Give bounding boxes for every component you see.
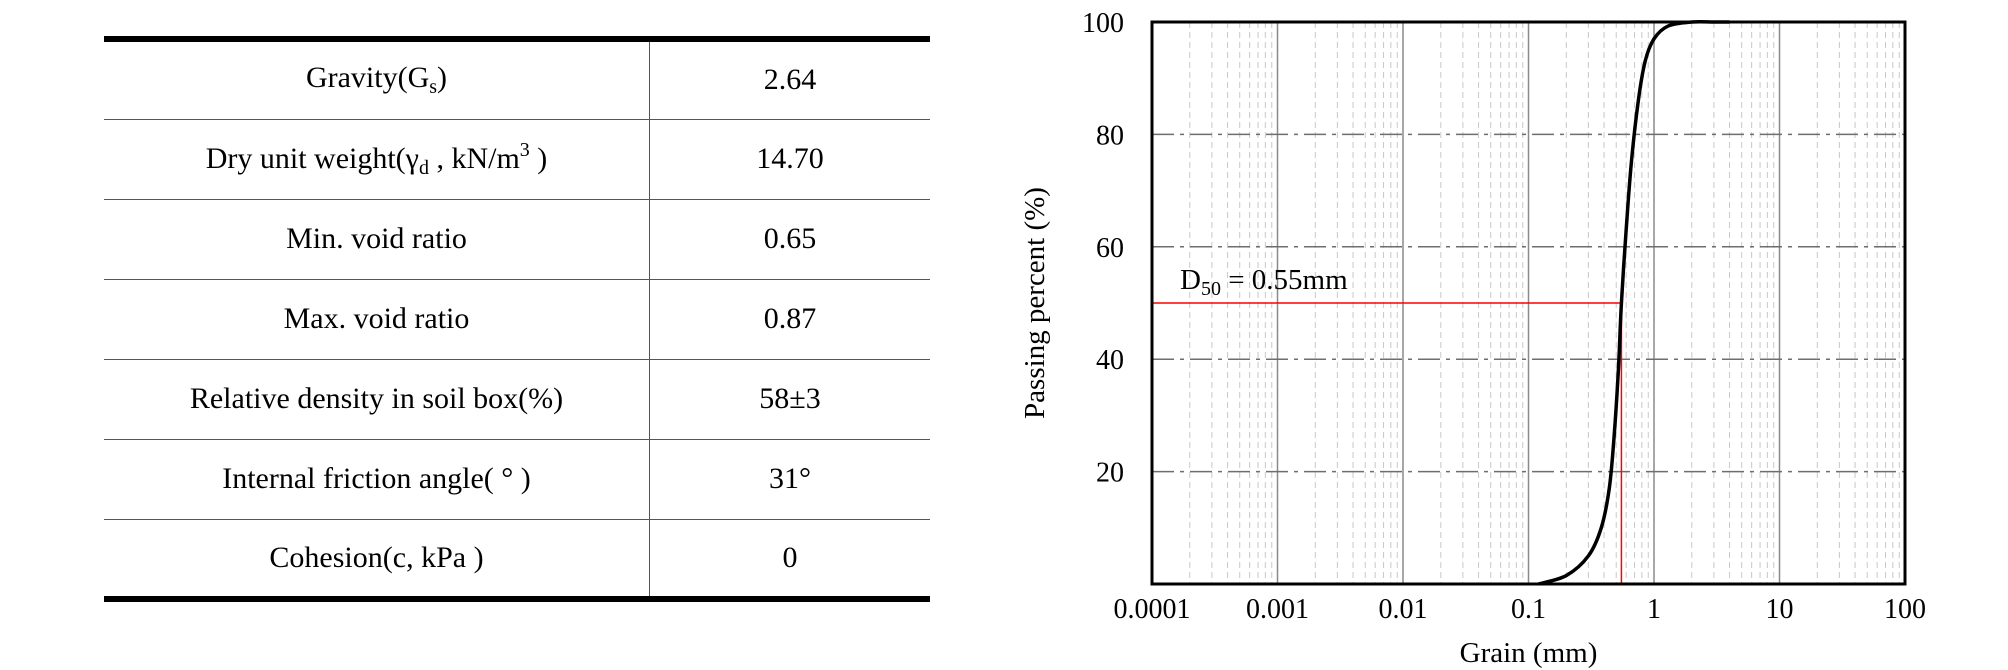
x-tick-label: 100 [1884, 594, 1926, 625]
x-tick-label: 0.0001 [1114, 594, 1191, 625]
series-layer [1537, 19, 1730, 586]
y-tick-label: 80 [1096, 120, 1124, 151]
property-value: 0.87 [649, 278, 930, 359]
y-tick-label: 40 [1096, 345, 1124, 376]
x-axis-label: Grain (mm) [1460, 637, 1598, 669]
soil-properties-table: Gravity(Gs) 2.64 Dry unit weight(γd , kN… [104, 36, 930, 602]
property-name: Relative density in soil box(%) [104, 358, 650, 439]
x-tick-label: 10 [1766, 594, 1794, 625]
y-tick-label: 100 [1082, 8, 1124, 39]
property-value: 14.70 [649, 118, 930, 199]
property-name: Gravity(Gs) [104, 36, 650, 119]
gradation-curve [1537, 19, 1730, 586]
y-tick-label: 60 [1096, 233, 1124, 264]
table-row: Cohesion(c, kPa ) 0 [104, 518, 930, 602]
table-row: Internal friction angle( ° ) 31° [104, 438, 930, 519]
y-axis-label: Passing percent (%) [1019, 187, 1051, 419]
table-row: Relative density in soil box(%) 58±3 [104, 358, 930, 439]
x-tick-label: 0.01 [1379, 594, 1428, 625]
property-value: 0 [649, 518, 930, 602]
y-tick-label: 20 [1096, 458, 1124, 489]
table-row: Gravity(Gs) 2.64 [104, 36, 930, 119]
table-row: Dry unit weight(γd , kN/m3 ) 14.70 [104, 118, 930, 199]
table-row: Max. void ratio 0.87 [104, 278, 930, 359]
x-tick-label: 0.001 [1246, 594, 1309, 625]
property-name: Dry unit weight(γd , kN/m3 ) [104, 118, 650, 199]
x-tick-label: 1 [1647, 594, 1661, 625]
d50-marker [1152, 302, 1623, 584]
property-name: Min. void ratio [104, 198, 650, 279]
property-value: 0.65 [649, 198, 930, 279]
property-name: Internal friction angle( ° ) [104, 438, 650, 519]
property-name: Cohesion(c, kPa ) [104, 518, 650, 602]
d50-annotation: D50 = 0.55mm [1180, 264, 1348, 300]
property-name: Max. void ratio [104, 278, 650, 359]
property-value: 31° [649, 438, 930, 519]
x-axis-ticks: 0.0001 0.001 0.01 0.1 1 10 100 [1114, 594, 1927, 625]
plot-frame [1150, 20, 1907, 586]
property-value: 58±3 [649, 358, 930, 439]
table-row: Min. void ratio 0.65 [104, 198, 930, 279]
x-tick-label: 0.1 [1511, 594, 1546, 625]
property-value: 2.64 [649, 36, 930, 119]
y-axis-ticks: 20 40 60 80 100 [1082, 8, 1124, 489]
